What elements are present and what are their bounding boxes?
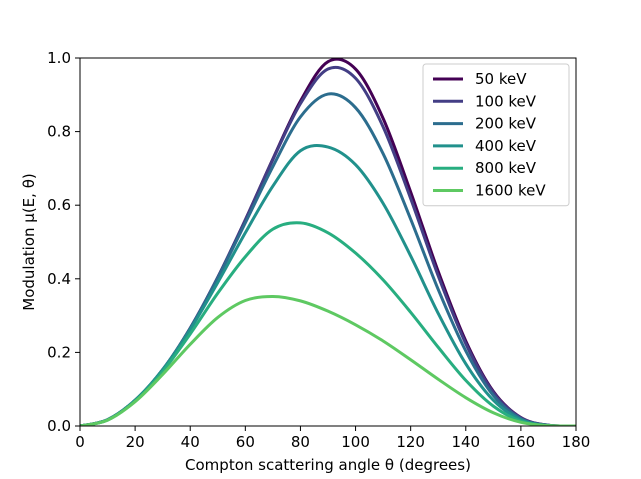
legend-label: 400 keV [475,137,537,155]
y-tick-label: 1.0 [47,49,71,67]
legend-box [422,63,570,207]
x-tick-label: 180 [562,433,591,451]
x-axis-label: Compton scattering angle θ (degrees) [185,456,471,474]
legend-label: 200 keV [475,115,537,133]
axes-frame [79,57,577,427]
x-tick-label: 20 [126,433,145,451]
x-tick-label: 80 [291,433,310,451]
x-tick-label: 60 [236,433,255,451]
series-line-800-kev [80,221,576,426]
y-tick-label: 0.2 [47,343,71,361]
y-tick-label: 0.8 [47,123,71,141]
x-tick-label: 40 [181,433,200,451]
plot-area [80,57,576,426]
axes: 0 20 40 60 80 100 120 140 160 180 0.0 0.2 0.4 0.6 0.8 1… [47,49,590,451]
x-tick-label: 120 [396,433,425,451]
legend-label: 100 keV [475,92,537,110]
x-tick-label: 160 [507,433,536,451]
x-tick-label: 0 [75,433,85,451]
y-tick-label: 0.6 [47,196,71,214]
legend-label: 50 keV [475,70,527,88]
y-tick-label: 0.0 [47,417,71,435]
y-tick-label: 0.4 [47,270,71,288]
legend-label: 1600 keV [475,182,546,200]
legend-label: 800 keV [475,159,537,177]
y-axis-label: Modulation μ(E, θ) [20,173,38,310]
legend: 50 keV 100 keV 200 keV 400 keV 800 keV 1600 k… [422,63,570,207]
series-line-1600-kev [80,294,576,426]
x-tick-label: 140 [451,433,480,451]
x-tick-label: 100 [341,433,370,451]
